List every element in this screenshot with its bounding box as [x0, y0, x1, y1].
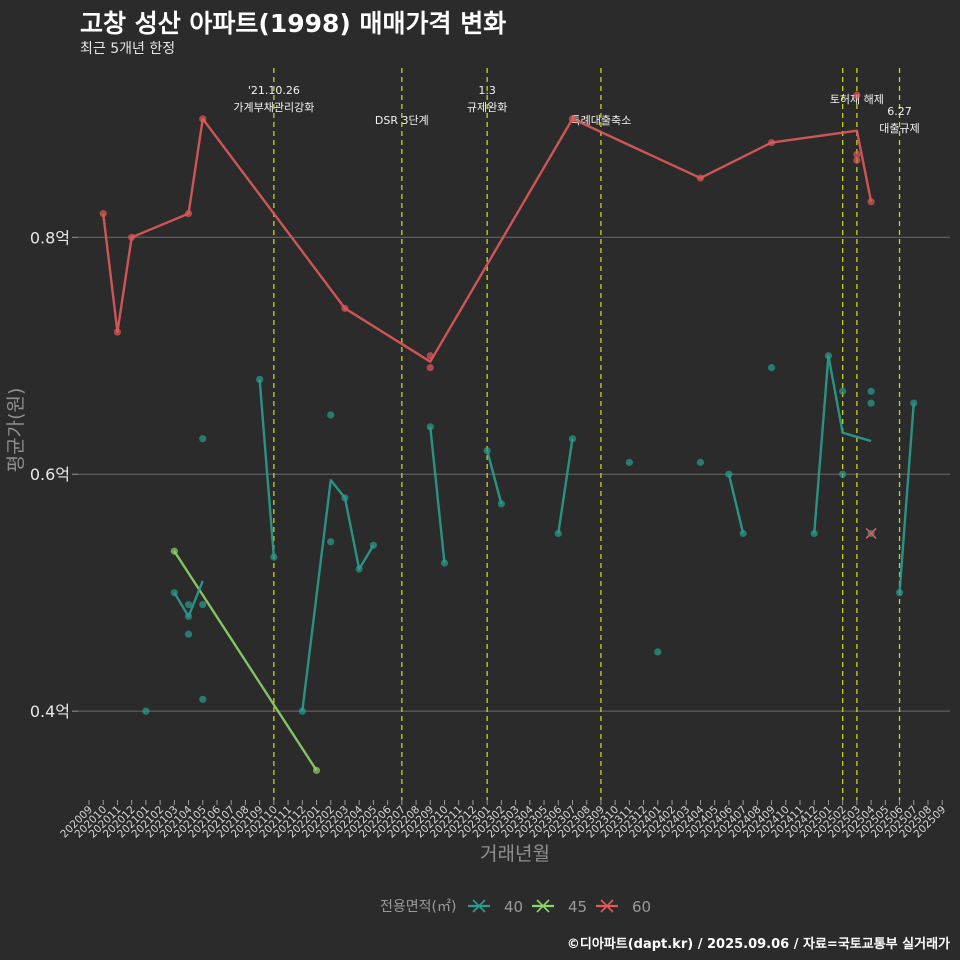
- data-point-40: [327, 411, 335, 419]
- legend-key-x: [472, 899, 486, 913]
- data-point-40: [327, 538, 335, 546]
- x-marker: [865, 527, 877, 540]
- data-point-40: [426, 423, 434, 431]
- chart-subtitle: 최근 5개년 한정: [80, 41, 176, 57]
- data-point-40: [170, 589, 178, 597]
- data-point-40: [440, 559, 449, 567]
- grid-lines: [78, 236, 950, 712]
- legend-key-x: [536, 899, 550, 913]
- data-point-60: [99, 210, 107, 218]
- data-point-40: [625, 458, 633, 466]
- source-caption: ©디아파트(dapt.kr) / 2025.09.06 / 자료=국토교통부 실…: [566, 937, 950, 952]
- data-point-60: [128, 233, 136, 241]
- data-point-40: [725, 470, 733, 478]
- legend-label: 40: [504, 898, 523, 916]
- data-point-40: [298, 707, 306, 715]
- policy-label: 6.27: [887, 105, 912, 118]
- legend-label: 45: [568, 898, 587, 916]
- data-point-40: [839, 470, 847, 478]
- policy-label: 가계부채관리강화: [233, 101, 314, 114]
- legend: 전용면적(㎡) 40 45 60: [380, 898, 651, 916]
- series-line-40: [301, 478, 375, 712]
- data-point-40: [895, 589, 904, 597]
- y-tick-label: 0.8억: [30, 228, 70, 247]
- y-axis-title: 평균가(원): [5, 388, 27, 473]
- data-point-40: [270, 553, 278, 561]
- policy-label: 1.3: [478, 84, 496, 97]
- series-lines: [102, 117, 915, 772]
- data-point-60: [341, 304, 349, 312]
- x-marker-stroke: [865, 527, 877, 540]
- y-axis-ticks: 0.4억 0.6억 0.8억: [30, 228, 78, 721]
- chart-title: 고창 성산 아파트(1998) 매매가격 변화: [80, 9, 507, 38]
- data-point-60: [867, 198, 875, 206]
- data-point-40: [184, 600, 193, 609]
- policy-label: DSR 3단계: [375, 114, 429, 127]
- policy-label: 특례대출축소: [571, 114, 632, 127]
- x-axis-ticks: 2020092020102020112020122021012021022021…: [58, 800, 948, 840]
- policy-lines: [273, 68, 901, 800]
- data-point-60: [184, 210, 193, 218]
- data-point-40: [767, 364, 776, 372]
- series-line-40: [727, 473, 745, 534]
- data-point-60: [853, 156, 861, 164]
- data-point-40: [142, 707, 150, 715]
- data-point-40: [199, 600, 207, 609]
- legend-title: 전용면적(㎡): [380, 899, 456, 915]
- policy-label: 규제완화: [467, 101, 507, 114]
- data-point-40: [867, 387, 875, 395]
- policy-label: 토허제 해제: [830, 92, 884, 106]
- data-point-45: [312, 766, 321, 774]
- policy-label: 대출규제: [879, 122, 919, 135]
- series-line-40: [898, 403, 915, 593]
- data-point-40: [341, 494, 349, 502]
- y-tick-label: 0.6억: [30, 465, 70, 484]
- data-point-60: [568, 115, 577, 123]
- series-line-40: [486, 450, 503, 505]
- legend-label: 60: [632, 898, 651, 916]
- series-line-40: [258, 379, 276, 558]
- data-point-40: [483, 446, 491, 455]
- data-point-40: [369, 541, 377, 549]
- data-point-45: [170, 547, 178, 555]
- data-point-40: [355, 565, 363, 573]
- data-point-40: [497, 500, 505, 508]
- data-point-40: [554, 529, 562, 538]
- data-point-60: [696, 174, 705, 182]
- data-point-60: [113, 328, 122, 336]
- series-line-40: [813, 354, 872, 534]
- data-point-60: [853, 150, 861, 158]
- series-line-60: [102, 117, 873, 363]
- x-axis-title: 거래년월: [480, 843, 550, 865]
- data-point-40: [184, 612, 193, 620]
- data-point-40: [256, 375, 264, 384]
- data-point-40: [199, 695, 207, 703]
- series-line-40: [173, 580, 204, 618]
- data-point-40: [568, 435, 577, 443]
- data-points: [99, 91, 918, 774]
- data-point-40: [910, 399, 918, 407]
- data-point-60: [199, 115, 207, 123]
- legend-key-x: [600, 899, 614, 913]
- data-point-40: [654, 648, 662, 656]
- data-point-40: [810, 529, 818, 538]
- data-point-40: [696, 458, 705, 466]
- y-tick-label: 0.4억: [30, 702, 70, 721]
- data-point-60: [767, 138, 776, 147]
- data-point-40: [739, 529, 747, 538]
- data-point-60: [853, 91, 861, 99]
- data-point-60: [426, 364, 434, 372]
- data-point-40: [184, 630, 193, 638]
- data-point-40: [839, 387, 847, 395]
- data-point-60: [426, 352, 434, 360]
- data-point-40: [199, 435, 207, 443]
- policy-label: '21.10.26: [248, 84, 300, 97]
- data-point-40: [867, 399, 875, 407]
- data-point-40: [824, 352, 833, 360]
- series-line-40: [557, 438, 574, 534]
- series-line-45: [173, 550, 318, 772]
- series-line-40: [429, 426, 446, 564]
